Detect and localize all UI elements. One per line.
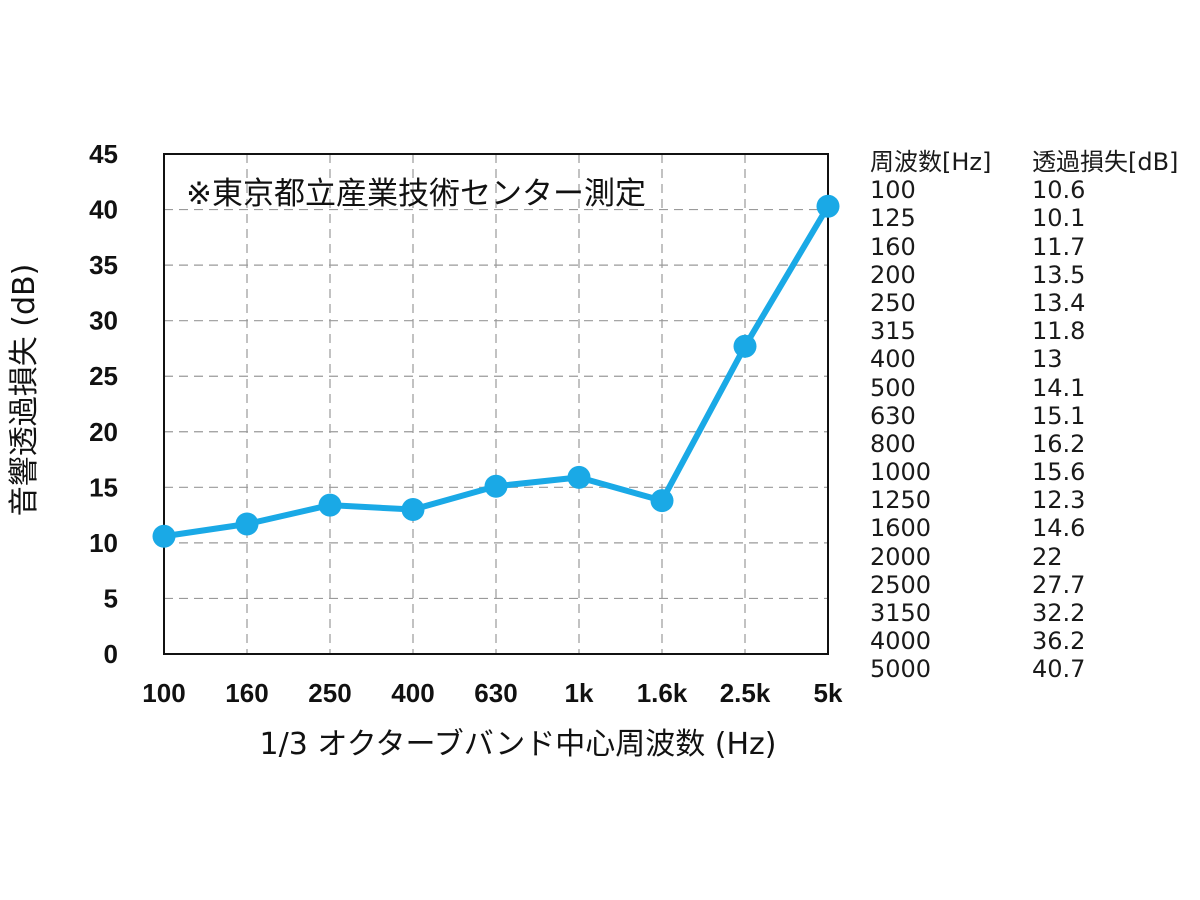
table-cell-loss: 12.3	[1032, 486, 1086, 515]
table-cell-frequency: 315	[870, 317, 916, 346]
table-cell-frequency: 400	[870, 345, 916, 374]
y-tick-label: 20	[89, 417, 118, 447]
table-cell-loss: 40.7	[1032, 655, 1086, 684]
table-header-frequency: 周波数[Hz]	[870, 148, 992, 176]
table-cell-loss: 15.1	[1032, 401, 1086, 430]
data-point	[318, 493, 342, 517]
table-row: 630 15.1	[870, 402, 1200, 430]
table-cell-loss: 15.6	[1032, 458, 1086, 487]
x-tick-label: 1.6k	[637, 678, 688, 708]
y-tick-label: 40	[89, 195, 118, 225]
data-point	[733, 334, 757, 358]
table-cell-frequency: 500	[870, 373, 916, 402]
data-point	[484, 474, 508, 498]
table-cell-frequency: 2500	[870, 570, 932, 599]
x-axis-title: 1/3 オクターブバンド中心周波数 (Hz)	[260, 727, 777, 762]
table-row: 1000 15.6	[870, 458, 1200, 486]
x-tick-label: 630	[474, 678, 517, 708]
y-tick-label: 15	[89, 472, 118, 502]
table-cell-loss: 22	[1032, 542, 1063, 571]
table-cell-frequency: 5000	[870, 655, 932, 684]
table-cell-frequency: 200	[870, 260, 916, 289]
table-cell-loss: 13	[1032, 345, 1063, 374]
table-cell-loss: 14.1	[1032, 373, 1086, 402]
grid	[164, 154, 828, 654]
table-body: 100 10.6 125 10.1 160 11.7 200 13.5 250 13.4 315 11…	[870, 176, 1200, 683]
table-cell-loss: 36.2	[1032, 627, 1086, 656]
table-row: 800 16.2	[870, 430, 1200, 458]
table-cell-frequency: 1600	[870, 514, 932, 543]
table-cell-frequency: 125	[870, 204, 916, 233]
data-point	[152, 524, 176, 548]
y-tick-label: 35	[89, 250, 118, 280]
data-point	[401, 498, 425, 522]
x-tick-label: 400	[391, 678, 434, 708]
table-cell-loss: 11.8	[1032, 317, 1086, 346]
y-tick-label: 5	[104, 583, 118, 613]
table-cell-loss: 10.6	[1032, 176, 1086, 205]
x-tick-label: 2.5k	[720, 678, 771, 708]
table-cell-frequency: 250	[870, 288, 916, 317]
table-cell-loss: 13.4	[1032, 288, 1086, 317]
table-cell-loss: 11.7	[1032, 232, 1086, 261]
plot-frame	[163, 153, 829, 655]
table-row: 100 10.6	[870, 176, 1200, 204]
x-tick-label: 1k	[565, 678, 594, 708]
table-cell-frequency: 630	[870, 401, 916, 430]
table-cell-frequency: 3150	[870, 599, 932, 627]
table-row: 160 11.7	[870, 233, 1200, 261]
table-cell-frequency: 2000	[870, 542, 932, 571]
data-point	[567, 465, 591, 489]
x-tick-label: 250	[308, 678, 351, 708]
table-row: 315 11.8	[870, 317, 1200, 345]
table-row: 1250 12.3	[870, 486, 1200, 514]
x-tick-label: 160	[225, 678, 268, 708]
table-row: 2000 22	[870, 543, 1200, 571]
x-tick-label: 5k	[814, 678, 843, 708]
x-tick-label: 100	[142, 678, 185, 708]
series-line	[152, 194, 840, 548]
y-tick-label: 25	[89, 361, 118, 391]
table-row: 2500 27.7	[870, 571, 1200, 599]
y-tick-label: 10	[89, 528, 118, 558]
table-cell-frequency: 1000	[870, 458, 932, 487]
table-cell-frequency: 4000	[870, 627, 932, 656]
table-cell-loss: 10.1	[1032, 204, 1086, 233]
table-row: 5000 40.7	[870, 655, 1200, 683]
table-row: 200 13.5	[870, 261, 1200, 289]
table-cell-frequency: 160	[870, 232, 916, 261]
data-point	[650, 489, 674, 513]
table-cell-loss: 27.7	[1032, 570, 1086, 599]
table-header-row: 周波数[Hz] 透過損失[dB]	[870, 148, 1200, 176]
data-point	[235, 512, 259, 536]
y-axis-ticks: 0 5 10 15 20 25 30 35 40 45	[89, 139, 118, 669]
table-header-loss: 透過損失[dB]	[1032, 148, 1179, 176]
table-cell-frequency: 100	[870, 176, 916, 205]
table-row: 500 14.1	[870, 374, 1200, 402]
table-row: 4000 36.2	[870, 627, 1200, 655]
table-row: 250 13.4	[870, 289, 1200, 317]
y-tick-label: 45	[89, 139, 118, 169]
table-cell-frequency: 800	[870, 429, 916, 458]
x-axis-ticks: 100 160 250 400 630 1k 1.6k 2.5k 5k	[142, 678, 843, 708]
table-cell-loss: 13.5	[1032, 260, 1086, 289]
table-cell-loss: 32.2	[1032, 599, 1086, 627]
y-tick-label: 30	[89, 306, 118, 336]
table-row: 400 13	[870, 345, 1200, 373]
data-point	[816, 194, 840, 218]
y-tick-label: 0	[104, 639, 118, 669]
table-cell-loss: 16.2	[1032, 429, 1086, 458]
table-cell-loss: 14.6	[1032, 514, 1086, 543]
table-row: 125 10.1	[870, 204, 1200, 232]
y-axis-title: 音響透過損失 (dB)	[7, 264, 42, 517]
measurement-note: ※東京都立産業技術センター測定	[186, 176, 646, 212]
table-row: 1600 14.6	[870, 514, 1200, 542]
table-row: 3150 32.2	[870, 599, 1200, 627]
data-table: 周波数[Hz] 透過損失[dB] 100 10.6 125 10.1 160 11.7 20…	[870, 148, 1200, 684]
table-cell-frequency: 1250	[870, 486, 932, 515]
